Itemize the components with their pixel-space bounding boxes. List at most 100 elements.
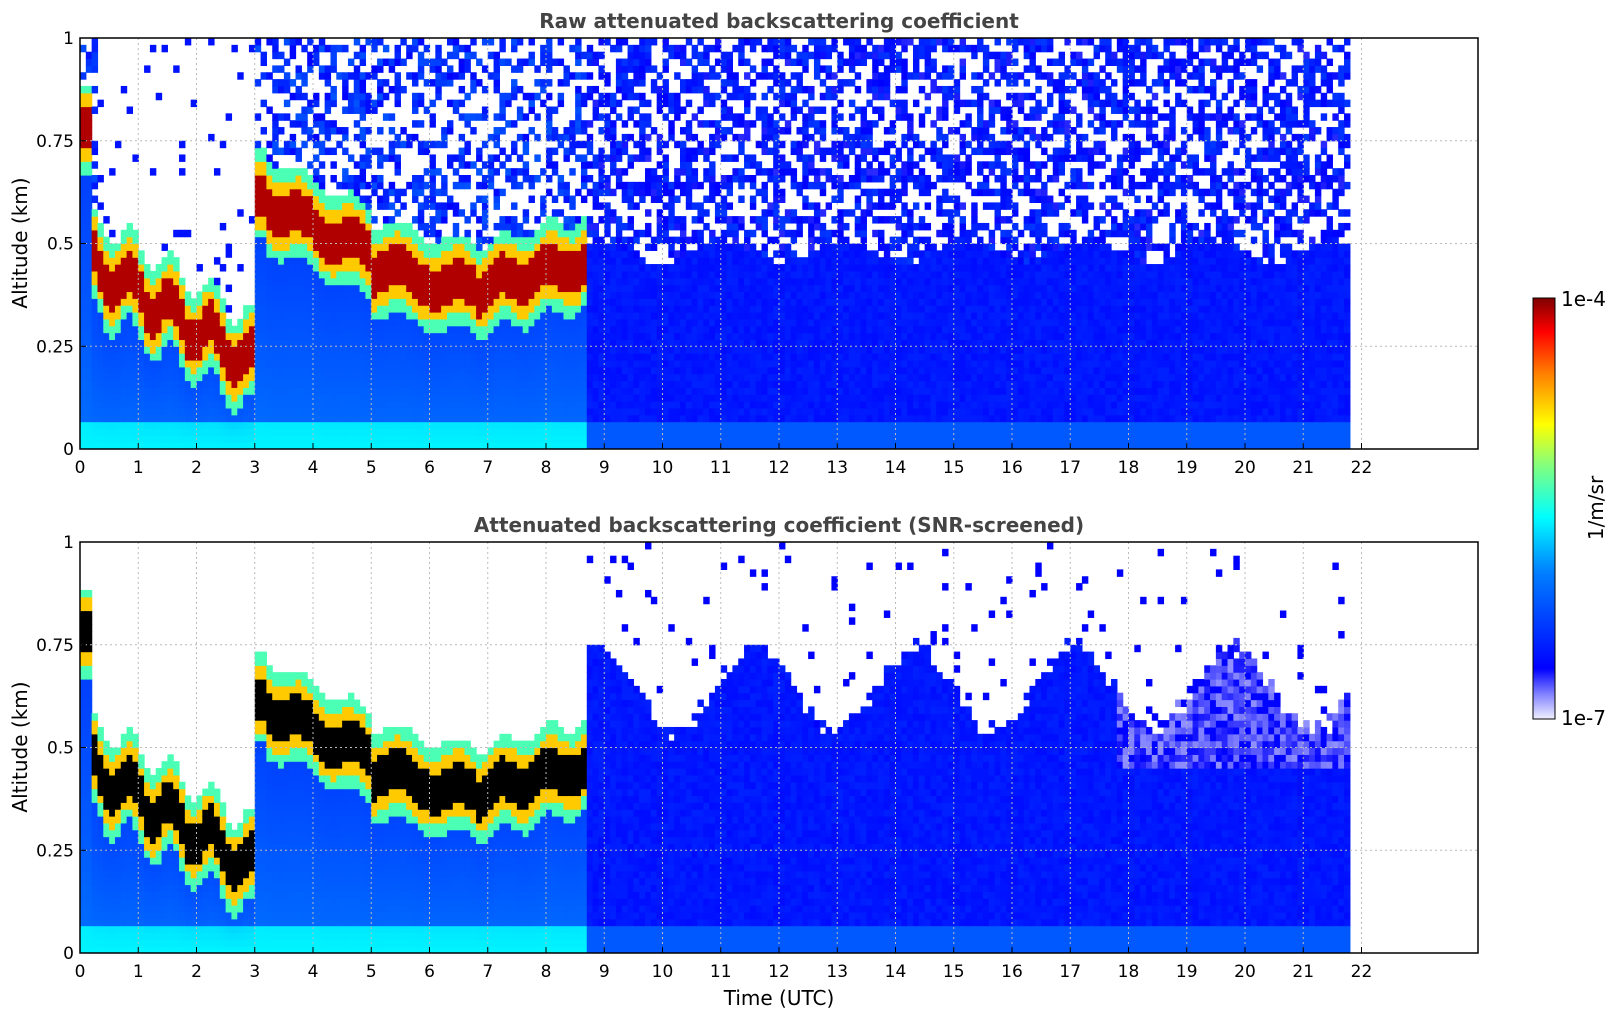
heatmap-cell <box>394 353 401 361</box>
heatmap-cell <box>289 284 297 293</box>
heatmap-cell <box>377 92 384 101</box>
heatmap-cell <box>610 154 617 162</box>
heatmap-cell <box>126 222 134 231</box>
heatmap-cell <box>446 38 454 46</box>
heatmap-cell <box>190 332 198 340</box>
heatmap-cell <box>499 346 506 354</box>
heatmap-cell <box>679 291 687 299</box>
heatmap-cell <box>353 120 361 128</box>
heatmap-cell <box>149 353 157 361</box>
heatmap-cell <box>359 229 367 238</box>
heatmap-cell <box>563 236 570 245</box>
heatmap-cell <box>481 264 489 272</box>
heatmap-cell <box>662 380 669 388</box>
heatmap-cell <box>412 188 419 197</box>
heatmap-cell <box>691 216 699 224</box>
heatmap-cell <box>359 181 367 190</box>
heatmap-cell <box>610 209 617 217</box>
heatmap-cell <box>534 243 541 251</box>
heatmap-cell <box>260 202 267 210</box>
heatmap-cell <box>516 318 524 327</box>
heatmap-cell <box>91 65 99 73</box>
heatmap-cell <box>621 243 629 251</box>
heatmap-cell <box>318 339 326 347</box>
heatmap-cell <box>586 257 594 265</box>
heatmap-cell <box>248 353 256 361</box>
heatmap-cell <box>126 428 134 436</box>
heatmap-cell <box>627 380 634 388</box>
heatmap-cell <box>755 387 763 395</box>
heatmap-cell <box>301 44 308 53</box>
heatmap-cell <box>342 298 349 306</box>
heatmap-cell <box>394 243 401 251</box>
heatmap-cell <box>563 243 570 251</box>
heatmap-cell <box>429 380 436 388</box>
heatmap-cell <box>307 394 314 402</box>
heatmap-cell <box>720 359 728 368</box>
heatmap-cell <box>749 318 757 327</box>
heatmap-cell <box>336 353 343 361</box>
heatmap-cell <box>202 291 209 299</box>
heatmap-cell <box>464 243 471 251</box>
heatmap-cell <box>452 346 460 354</box>
heatmap-cell <box>417 332 425 340</box>
heatmap-cell <box>691 318 699 327</box>
heatmap-cell <box>709 442 716 449</box>
heatmap-cell <box>342 202 349 210</box>
heatmap-cell <box>179 346 186 354</box>
heatmap-cell <box>272 380 279 388</box>
heatmap-cell <box>720 291 728 299</box>
heatmap-cell <box>382 366 390 375</box>
heatmap-cell <box>441 58 448 66</box>
heatmap-cell <box>767 147 774 156</box>
heatmap-cell <box>650 359 658 368</box>
heatmap-cell <box>429 99 436 108</box>
heatmap-cell <box>301 250 308 258</box>
heatmap-cell <box>441 216 448 224</box>
heatmap-cell <box>604 188 611 197</box>
heatmap-cell <box>441 127 448 135</box>
heatmap-cell <box>679 264 687 272</box>
heatmap-cell <box>114 318 122 327</box>
heatmap-cell <box>283 359 291 368</box>
heatmap-cell <box>452 312 460 320</box>
heatmap-cell <box>254 181 262 190</box>
heatmap-cell <box>528 284 535 293</box>
heatmap-cell <box>645 435 652 443</box>
heatmap-cell <box>580 359 588 368</box>
heatmap-cell <box>709 387 716 395</box>
heatmap-cell <box>377 277 384 286</box>
heatmap-cell <box>546 175 553 183</box>
heatmap-cell <box>744 85 751 94</box>
heatmap-cell <box>470 298 477 306</box>
heatmap-cell <box>546 435 553 443</box>
heatmap-cell <box>598 216 605 224</box>
heatmap-cell <box>615 257 623 265</box>
heatmap-cell <box>289 216 297 224</box>
heatmap-cell <box>761 428 768 436</box>
heatmap-cell <box>592 250 600 258</box>
heatmap-cell <box>423 312 431 320</box>
heatmap-cell <box>598 325 605 334</box>
heatmap-cell <box>744 435 751 443</box>
heatmap-cell <box>342 209 349 217</box>
heatmap-cell <box>505 332 512 340</box>
heatmap-cell <box>278 202 285 210</box>
heatmap-cell <box>307 222 314 231</box>
heatmap-cell <box>318 407 326 416</box>
heatmap-cell <box>633 359 640 368</box>
heatmap-cell <box>295 387 302 395</box>
heatmap-cell <box>248 428 256 436</box>
heatmap-cell <box>423 332 431 340</box>
heatmap-cell <box>662 236 669 245</box>
heatmap-cell <box>691 181 699 190</box>
heatmap-cell <box>85 58 93 66</box>
heatmap-cell <box>575 236 582 245</box>
heatmap-cell <box>237 209 244 217</box>
heatmap-cell <box>720 127 728 135</box>
heatmap-cell <box>213 312 221 320</box>
heatmap-cell <box>359 298 367 306</box>
heatmap-cell <box>394 72 401 80</box>
heatmap-cell <box>476 284 483 293</box>
heatmap-cell <box>761 318 768 327</box>
